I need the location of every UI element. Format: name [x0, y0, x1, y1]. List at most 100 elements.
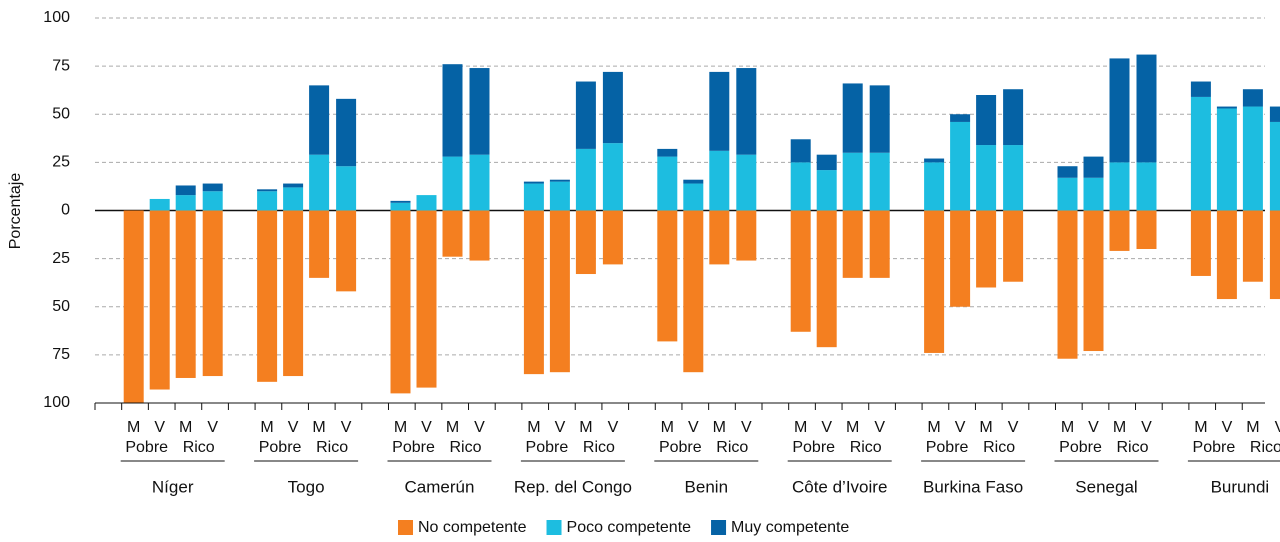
- sex-label: M: [179, 419, 192, 436]
- sex-label: V: [341, 419, 352, 436]
- y-tick-label: 75: [52, 57, 70, 74]
- sex-label: M: [1194, 419, 1207, 436]
- bar-segment: [202, 210, 223, 377]
- bar-segment: [950, 114, 971, 122]
- sex-label: V: [1222, 419, 1233, 436]
- sex-label: M: [1246, 419, 1259, 436]
- bar-segment: [602, 143, 623, 211]
- sex-label: V: [821, 419, 832, 436]
- bar-segment: [442, 156, 463, 211]
- bar-segment: [416, 195, 437, 211]
- sex-label: M: [846, 419, 859, 436]
- x-tick-label: Côte d’Ivoire: [792, 477, 887, 496]
- legend-label: Muy competente: [731, 519, 849, 536]
- y-tick-label: 25: [52, 250, 70, 267]
- bar-segment: [842, 83, 863, 153]
- bar-segment: [976, 95, 997, 146]
- bar-segment: [442, 64, 463, 157]
- bar-segment: [416, 210, 437, 388]
- x-tick-label: Togo: [288, 477, 325, 496]
- wealth-label: Pobre: [792, 439, 835, 456]
- bar-segment: [175, 195, 196, 211]
- bar-segment: [469, 68, 490, 155]
- bar-segment: [149, 210, 170, 390]
- sex-label: M: [927, 419, 940, 436]
- bar-segment: [602, 71, 623, 144]
- sex-label: V: [1275, 419, 1280, 436]
- sex-label: M: [127, 419, 140, 436]
- sex-label: M: [794, 419, 807, 436]
- sex-label: M: [1113, 419, 1126, 436]
- bar-segment: [575, 148, 596, 211]
- x-tick-label: Senegal: [1075, 477, 1137, 496]
- bar-segment: [1109, 58, 1130, 163]
- bar-segment: [1136, 210, 1157, 249]
- bar-segment: [175, 210, 196, 378]
- sex-label: M: [979, 419, 992, 436]
- bar-segment: [1109, 210, 1130, 251]
- bar-segment: [950, 121, 971, 211]
- sex-label: V: [474, 419, 485, 436]
- wealth-label: Rico: [1116, 439, 1148, 456]
- wealth-label: Pobre: [1193, 439, 1236, 456]
- bar-segment: [1003, 145, 1024, 211]
- bar-segment: [1269, 121, 1280, 211]
- bar-segment: [816, 170, 837, 211]
- bar-segment: [575, 81, 596, 149]
- legend-label: Poco competente: [567, 519, 692, 536]
- bar-segment: [1003, 89, 1024, 146]
- wealth-label: Pobre: [659, 439, 702, 456]
- bar-segment: [790, 210, 811, 332]
- bar-segment: [709, 71, 730, 151]
- bar-segment: [1190, 96, 1211, 211]
- bar-segment: [924, 162, 945, 211]
- bar-segment: [683, 210, 704, 373]
- sex-label: V: [555, 419, 566, 436]
- sex-label: V: [874, 419, 885, 436]
- bar-segment: [1136, 54, 1157, 163]
- wealth-label: Rico: [716, 439, 748, 456]
- bar-segment: [1003, 210, 1024, 282]
- bar-segment: [123, 210, 144, 403]
- bar-segment: [1109, 162, 1130, 211]
- sex-label: V: [288, 419, 299, 436]
- bar-segment: [709, 210, 730, 265]
- wealth-label: Pobre: [259, 439, 302, 456]
- y-tick-label: 50: [52, 105, 70, 122]
- sex-label: M: [394, 419, 407, 436]
- bar-segment: [736, 68, 757, 155]
- bar-segment: [1242, 106, 1263, 211]
- bar-segment: [257, 191, 278, 211]
- bar-segment: [657, 210, 678, 342]
- y-tick-label: 0: [61, 202, 70, 219]
- bar-segment: [1242, 89, 1263, 107]
- bar-segment: [336, 210, 357, 292]
- y-tick-label: 50: [52, 298, 70, 315]
- x-tick-label: Níger: [152, 477, 194, 496]
- sex-label: M: [713, 419, 726, 436]
- bar-segment: [309, 154, 330, 211]
- bar-segment: [1190, 210, 1211, 276]
- y-axis-label: Porcentaje: [7, 173, 24, 250]
- wealth-label: Pobre: [1059, 439, 1102, 456]
- bar-segment: [149, 198, 170, 211]
- bar-segment: [736, 210, 757, 261]
- sex-label: V: [421, 419, 432, 436]
- bar-segment: [175, 185, 196, 196]
- wealth-label: Rico: [983, 439, 1015, 456]
- x-tick-label: Camerún: [405, 477, 475, 496]
- bar-segment: [1083, 156, 1104, 178]
- bar-segment: [683, 183, 704, 211]
- x-tick-label: Rep. del Congo: [514, 477, 632, 496]
- sex-label: V: [688, 419, 699, 436]
- bar-segment: [976, 145, 997, 211]
- wealth-label: Rico: [183, 439, 215, 456]
- sex-label: M: [312, 419, 325, 436]
- bar-segment: [309, 210, 330, 278]
- sex-label: M: [579, 419, 592, 436]
- y-tick-label: 100: [43, 394, 70, 411]
- y-tick-label: 75: [52, 346, 70, 363]
- bar-segment: [283, 187, 304, 211]
- bar-segment: [950, 210, 971, 307]
